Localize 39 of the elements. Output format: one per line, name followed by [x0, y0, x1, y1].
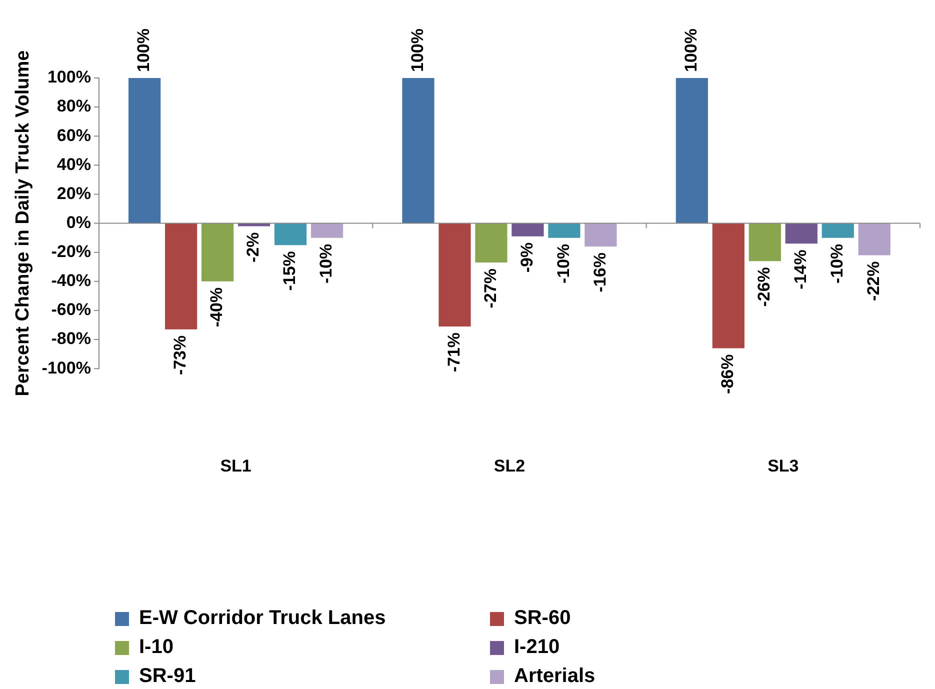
- y-tick-label: 0%: [66, 212, 91, 232]
- y-tick-label: -100%: [42, 358, 91, 378]
- y-tick-label: 100%: [47, 68, 91, 87]
- y-tick-label: 80%: [56, 96, 91, 116]
- data-label: -86%: [718, 354, 738, 394]
- legend-label: SR-91: [139, 665, 196, 688]
- data-label: -9%: [517, 242, 536, 273]
- data-label: -10%: [554, 244, 573, 284]
- data-label: -73%: [170, 335, 190, 376]
- y-tick-label: -20%: [51, 242, 91, 262]
- x-tick-label: SL1: [220, 456, 252, 476]
- legend-label: I-10: [139, 636, 174, 659]
- data-label: -71%: [444, 332, 464, 372]
- y-tick-label: -80%: [51, 329, 91, 348]
- y-tick-label: 20%: [56, 184, 91, 203]
- data-label: -40%: [207, 287, 226, 328]
- legend-label: I-210: [514, 636, 560, 659]
- data-label: -2%: [244, 232, 263, 262]
- x-tick-label: SL3: [768, 456, 799, 476]
- data-label: -26%: [754, 267, 774, 307]
- data-label: -27%: [480, 268, 500, 308]
- data-label: 100%: [408, 28, 427, 72]
- data-label: 100%: [682, 28, 701, 72]
- y-tick-label: 60%: [56, 126, 91, 145]
- data-label: -14%: [791, 250, 810, 290]
- data-label: -15%: [280, 251, 300, 291]
- data-label: -10%: [828, 244, 847, 284]
- data-label: -10%: [316, 244, 336, 284]
- legend-label: SR-60: [514, 607, 571, 630]
- y-tick-label: -40%: [51, 271, 91, 290]
- y-tick-label: 40%: [56, 154, 91, 174]
- data-label: -16%: [590, 252, 610, 292]
- y-tick-label: -60%: [51, 300, 91, 320]
- legend-label: Arterials: [514, 665, 596, 688]
- data-label: 100%: [134, 28, 154, 72]
- y-axis-title: Percent Change in Daily Truck Volume: [12, 50, 34, 396]
- legend-label: E-W Corridor Truck Lanes: [139, 607, 386, 630]
- x-tick-label: SL2: [494, 456, 526, 476]
- data-label: -22%: [864, 261, 884, 301]
